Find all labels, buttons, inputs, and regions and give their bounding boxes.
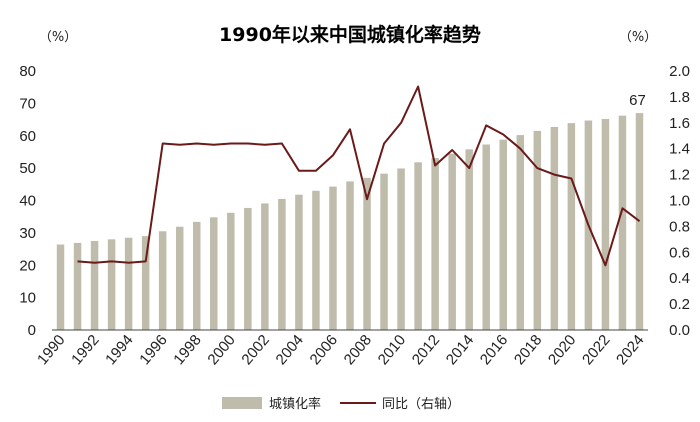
bar (312, 190, 320, 330)
left-tick-label: 20 (19, 257, 36, 274)
left-tick-label: 10 (19, 290, 36, 307)
x-tick-label: 1994 (102, 332, 136, 368)
right-tick-label: 2.0 (669, 63, 690, 80)
bar (601, 118, 610, 330)
legend-line-label: 同比（右轴） (382, 397, 460, 412)
bar (175, 226, 184, 330)
bar (618, 115, 627, 331)
bar (380, 173, 388, 330)
bar (397, 168, 405, 330)
chart-title: 1990年以来中国城镇化率趋势 (219, 23, 481, 46)
bar (329, 186, 337, 330)
left-tick-label: 0 (28, 322, 36, 339)
x-tick-label: 2020 (545, 332, 579, 368)
x-tick-label: 2008 (341, 332, 375, 368)
bar (192, 221, 201, 330)
yoy-line (77, 85, 641, 267)
x-tick-label: 2010 (375, 332, 409, 368)
right-tick-label: 0.4 (669, 270, 690, 287)
left-tick-label: 50 (19, 160, 36, 177)
bar (278, 198, 286, 330)
bar (346, 181, 354, 330)
x-tick-label: 2004 (273, 332, 307, 368)
line-series (77, 85, 641, 267)
right-tick-label: 1.2 (669, 167, 690, 184)
bar (431, 158, 439, 330)
right-axis-unit: （%） (619, 30, 657, 45)
left-tick-label: 70 (19, 95, 36, 112)
x-tick-label: 2006 (307, 332, 341, 368)
right-tick-label: 0.2 (669, 296, 690, 313)
bar (90, 240, 99, 330)
bar (482, 144, 490, 330)
bar (465, 149, 473, 330)
x-tick-label: 2002 (238, 332, 272, 368)
bar (448, 153, 456, 330)
x-tick-label: 2018 (511, 332, 545, 368)
right-tick-label: 1.0 (669, 193, 690, 210)
bar (124, 237, 133, 330)
bar (363, 177, 371, 330)
x-tick-label: 1998 (170, 332, 204, 368)
legend-bar-label: 城镇化率 (269, 396, 321, 412)
left-tick-label: 80 (19, 63, 36, 80)
left-axis-unit: （%） (39, 30, 77, 45)
right-tick-label: 0.0 (669, 322, 690, 339)
bar (158, 231, 167, 330)
bar (227, 212, 235, 330)
bar (295, 194, 303, 330)
bar (567, 123, 576, 330)
x-tick-label: 2024 (613, 332, 647, 368)
x-tick-label: 2012 (409, 332, 443, 368)
legend: 城镇化率 同比（右轴） (222, 396, 460, 412)
right-tick-label: 1.6 (669, 115, 690, 132)
left-axis: 0 10 20 30 40 50 60 70 80 (19, 63, 36, 339)
bar (244, 207, 252, 330)
left-tick-label: 40 (19, 193, 36, 210)
right-tick-label: 1.8 (669, 89, 690, 106)
right-tick-label: 0.6 (669, 244, 690, 261)
bar (261, 203, 269, 330)
bar-data-label: 67 (629, 92, 646, 109)
right-tick-label: 1.4 (669, 141, 690, 158)
bar (533, 130, 542, 330)
bar (73, 242, 82, 330)
left-tick-label: 60 (19, 128, 36, 145)
legend-bar-swatch (222, 397, 262, 409)
x-tick-label: 2022 (579, 332, 613, 368)
bar (56, 244, 65, 330)
bar (414, 162, 422, 330)
right-axis: 0.0 0.2 0.4 0.6 0.8 1.0 1.2 1.4 1.6 1.8 2.0 (669, 63, 690, 339)
x-tick-label: 1990 (34, 332, 68, 368)
x-axis-ticks: 1990 1992 1994 1996 1998 2000 2002 2004 2006 2008… (34, 332, 647, 368)
right-tick-label: 0.8 (669, 218, 690, 235)
data-labels: 67 (629, 92, 646, 109)
bar (635, 113, 644, 331)
bar (210, 217, 218, 330)
bar (141, 236, 150, 330)
bar (516, 135, 525, 330)
x-tick-label: 1996 (136, 332, 170, 368)
bar (550, 127, 559, 330)
x-tick-label: 2016 (477, 332, 511, 368)
x-tick-label: 2000 (204, 332, 238, 368)
bar (107, 239, 116, 330)
bar (499, 139, 508, 330)
x-tick-label: 1992 (68, 332, 102, 368)
x-tick-label: 2014 (443, 332, 477, 368)
bar-series (56, 113, 644, 331)
left-tick-label: 30 (19, 225, 36, 242)
